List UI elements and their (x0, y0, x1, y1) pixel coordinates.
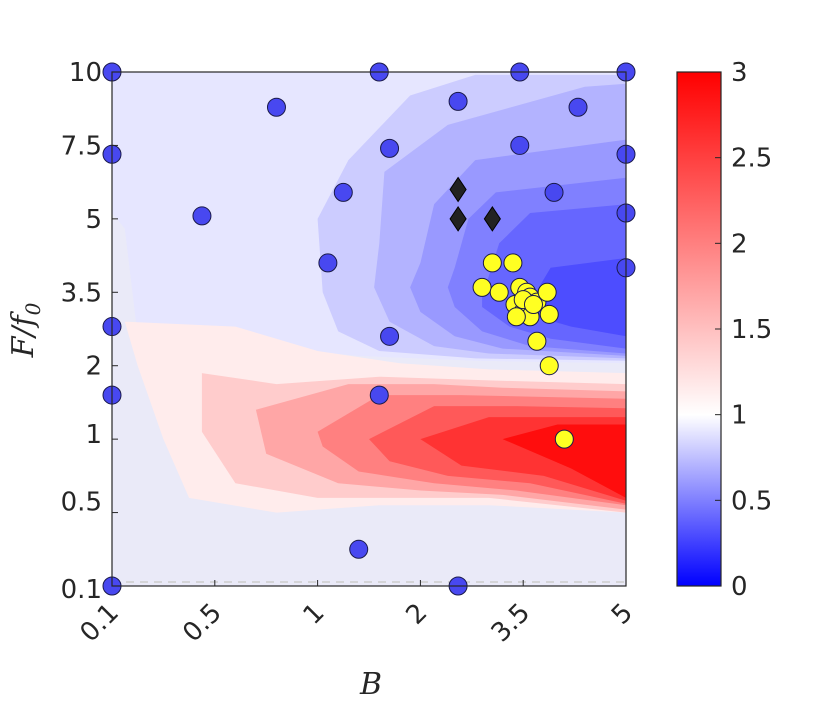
x-axis: 0.1 0.5 1 2 3.5 5 (74, 580, 639, 648)
colorbar-tick-label: 3 (731, 58, 748, 88)
y-tick-label: 0.1 (61, 575, 102, 605)
yellow-point (539, 304, 559, 324)
x-tick-label: 0.1 (74, 598, 124, 648)
contour-region (502, 424, 626, 498)
y-tick-label: 7.5 (61, 131, 102, 161)
scatter-markers (102, 62, 636, 596)
colorbar-tick-label: 1.5 (731, 315, 772, 345)
y-tick-label: 5 (85, 205, 102, 235)
x-tick-label: 0.5 (177, 598, 227, 648)
colorbar-frame (676, 71, 722, 587)
blue-point (510, 135, 530, 155)
yellow-point (539, 356, 559, 376)
x-axis-label: B (359, 667, 382, 702)
blue-point (318, 253, 338, 273)
y-tick-label: 2 (85, 352, 102, 382)
blue-point (369, 385, 389, 405)
diamond-marker (449, 176, 467, 203)
yellow-point (527, 331, 547, 351)
y-tick-label: 1 (85, 420, 102, 450)
y-axis: 0.1 0.5 1 2 3.5 5 7.5 10 (61, 58, 118, 605)
plot-frame (111, 71, 627, 587)
x-tick-label: 2 (400, 598, 433, 631)
blue-point (544, 182, 564, 202)
colorbar-tick-label: 0.5 (731, 486, 772, 516)
colorbar-tick-label: 1 (731, 401, 748, 431)
colorbar: 0 0.5 1 1.5 2 2.5 3 (676, 58, 772, 602)
yellow-point (503, 253, 523, 273)
y-axis-label: F/f0 (6, 302, 45, 358)
yellow-point (537, 282, 557, 302)
blue-point (380, 138, 400, 158)
blue-point (192, 206, 212, 226)
diamond-marker (483, 205, 501, 232)
diamond-marker (449, 205, 467, 232)
colorbar-ticks: 0 0.5 1 1.5 2 2.5 3 (715, 58, 772, 602)
x-tick-label: 5 (606, 598, 639, 631)
y-tick-label: 3.5 (61, 278, 102, 308)
y-tick-label: 10 (69, 58, 102, 88)
colorbar-tick-label: 0 (731, 572, 748, 602)
blue-point (266, 97, 286, 117)
colorbar-gradient (677, 72, 721, 586)
yellow-point (554, 429, 574, 449)
x-tick-label: 3.5 (486, 598, 536, 648)
colorbar-tick-label: 2.5 (731, 144, 772, 174)
blue-point (568, 97, 588, 117)
x-tick-label: 1 (298, 598, 331, 631)
blue-point (380, 326, 400, 346)
yellow-point (523, 295, 543, 315)
yellow-point (489, 282, 509, 302)
blue-point (448, 91, 468, 111)
yellow-point (472, 277, 492, 297)
y-tick-label: 0.5 (61, 488, 102, 518)
yellow-point (482, 253, 502, 273)
blue-point (349, 539, 369, 559)
plot-area (102, 62, 636, 596)
colorbar-tick-label: 2 (731, 229, 748, 259)
blue-point (333, 182, 353, 202)
yellow-point (506, 307, 526, 327)
